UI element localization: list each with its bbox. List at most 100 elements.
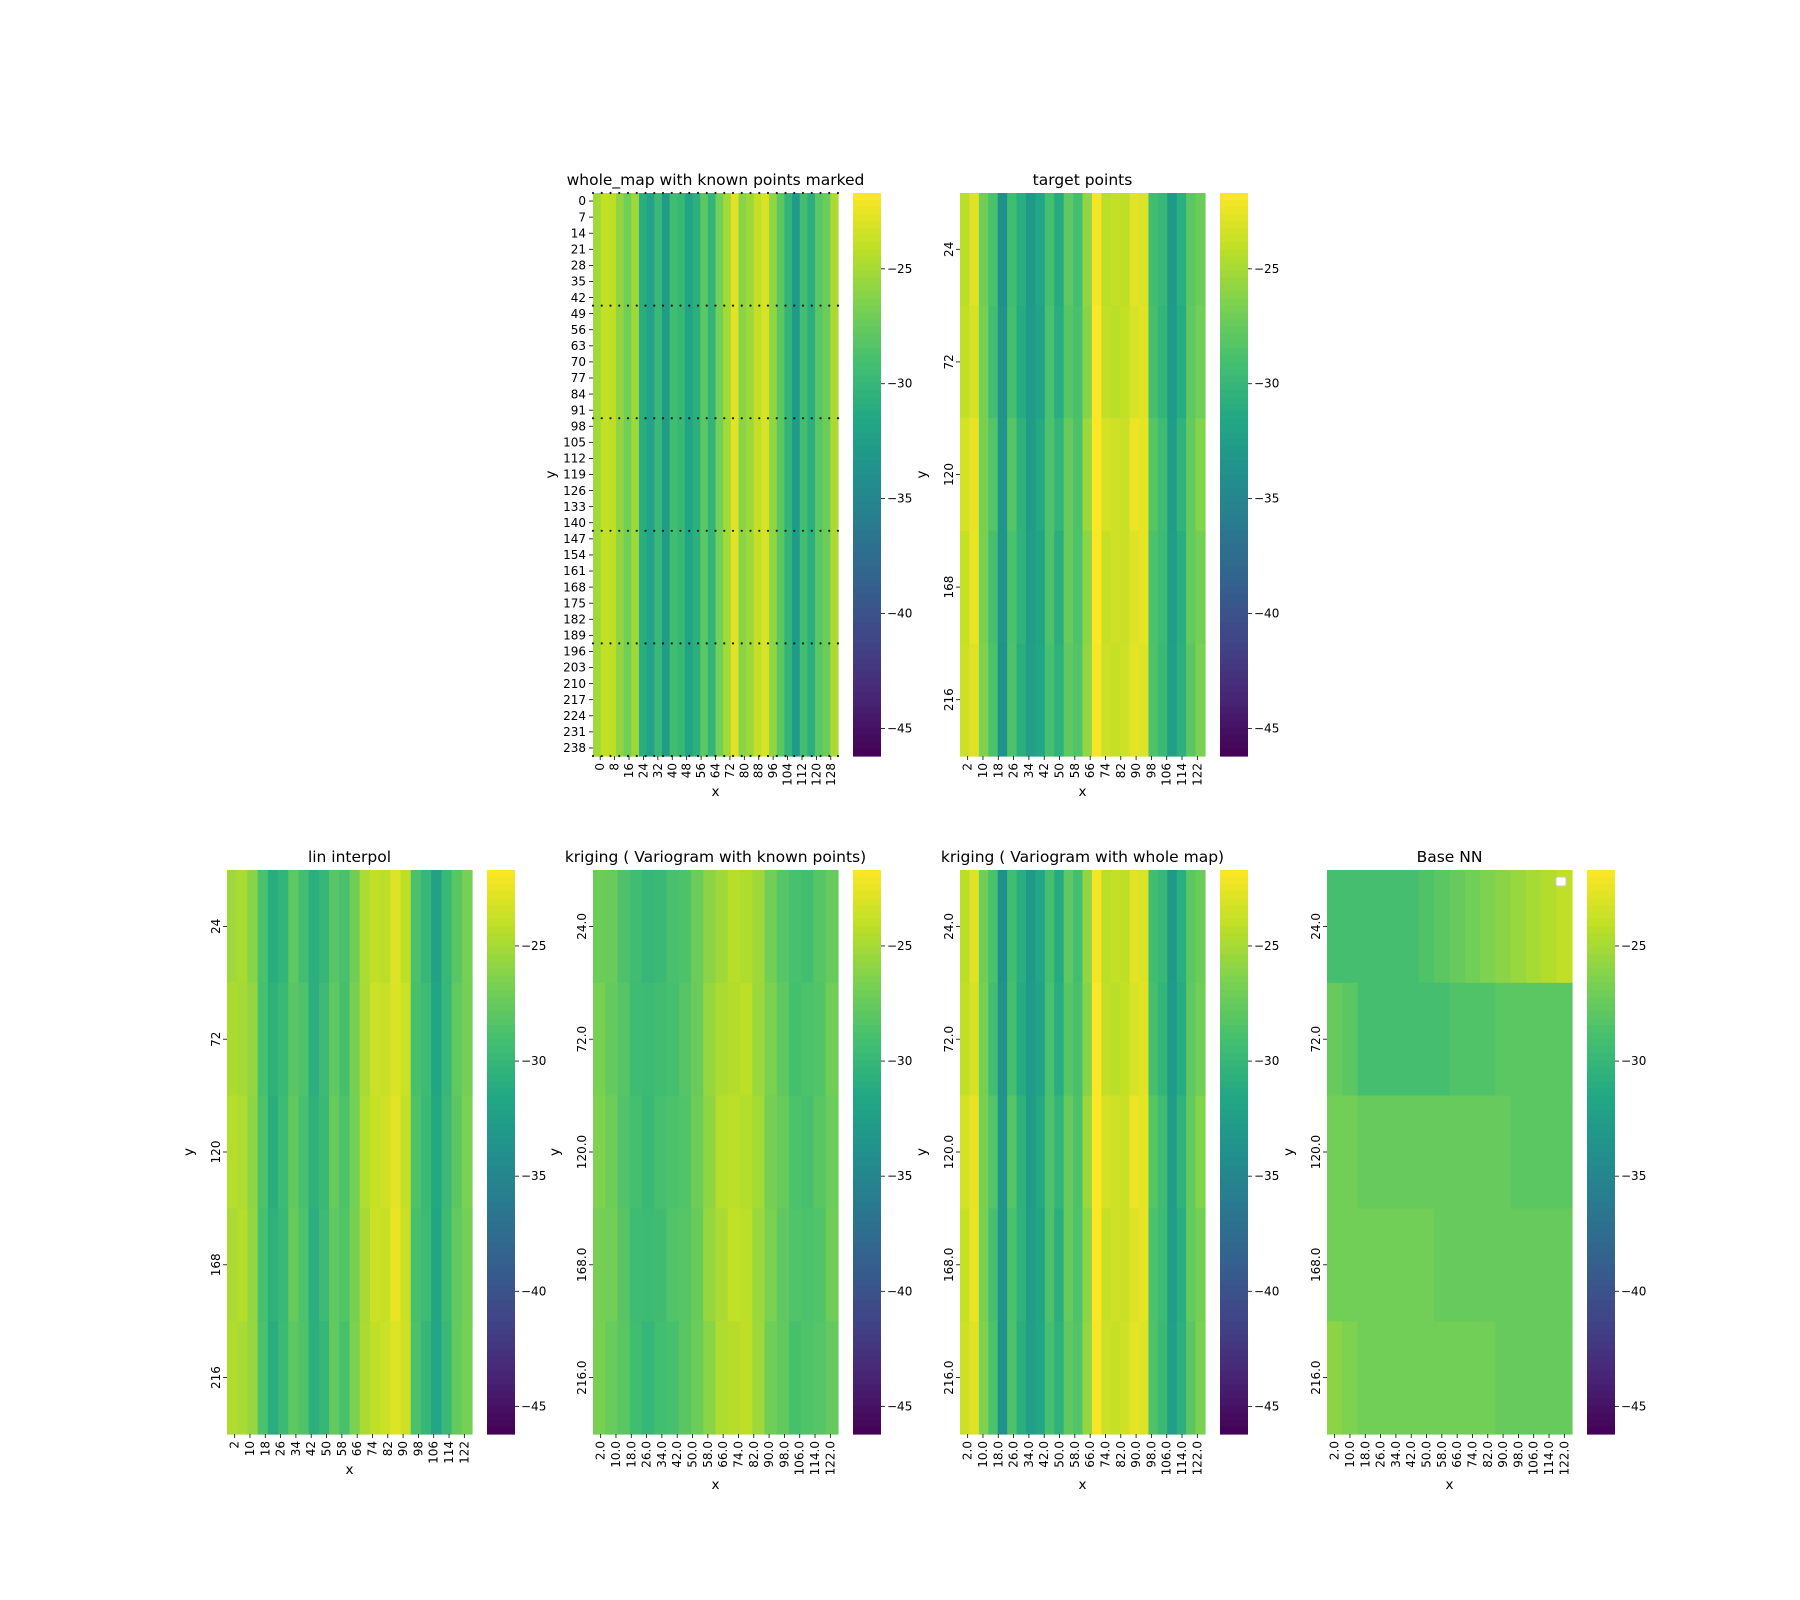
heatmap-cell [1130,870,1140,983]
heatmap-cell [593,193,601,757]
known-point-marker [618,755,620,757]
x-tick-label: 26 [1007,763,1021,778]
heatmap-cell [1480,1208,1496,1321]
colorbar-band [1220,1230,1248,1238]
known-point-marker [618,642,620,644]
x-tick-label: 82 [381,1441,395,1456]
colorbar-band [1587,1265,1615,1273]
colorbar-band [1220,1321,1248,1329]
heatmap-cell [360,1208,371,1321]
colorbar-band [1587,1053,1615,1061]
heatmap-cell [1358,983,1374,1096]
colorbar-band [853,496,881,504]
heatmap-cell [1120,306,1130,419]
heatmap-cell [740,1321,753,1434]
heatmap-cell [789,1096,802,1209]
x-axis-label: x [1446,1477,1454,1493]
heatmap-cell [288,1096,299,1209]
heatmap-cell [1120,870,1130,983]
known-point-marker [592,642,594,644]
heatmap-cell [693,193,701,757]
heatmap-cell [247,983,258,1096]
heatmap-cell [1017,870,1027,983]
colorbar-5: −25−30−35−40−45 [1587,870,1646,1435]
colorbar-tick-label: −45 [1254,721,1279,735]
heatmap-cell [390,1208,401,1321]
heatmap-cell [237,1096,248,1209]
colorbar-tick-label: −40 [887,607,912,621]
known-point-marker [653,642,655,644]
x-tick-labels: 2 10 18 26 34 42 50 58 66 74 82 90 98 106 114 122 [228,1434,472,1464]
heatmap-cell [691,1321,704,1434]
heatmap-cell [777,870,790,983]
x-tick-label: 122.0 [1190,1441,1204,1475]
colorbar-band [1220,1279,1248,1287]
heatmap-cell [605,983,618,1096]
heatmap-cell [1045,193,1055,306]
known-point-marker [828,417,830,419]
heatmap-cell [1148,418,1158,531]
known-point-marker [758,417,760,419]
heatmap-cell [1495,1321,1511,1434]
heatmap-cell [237,870,248,983]
colorbar-band [853,1392,881,1400]
heatmap-cell [630,983,643,1096]
known-point-marker [653,530,655,532]
heatmap-cell [1327,1096,1343,1209]
colorbar-band [1220,714,1248,722]
y-tick-label: 168 [209,1253,223,1276]
x-tick-label: 18 [991,763,1005,778]
heatmap-cell [1139,1321,1149,1434]
y-tick-labels: 24.072.0120.0168.0216.0 [942,913,960,1395]
heatmap-cell [1186,983,1196,1096]
colorbar-band [1220,397,1248,405]
colorbar-band [853,1286,881,1294]
heatmap-cell [703,1096,716,1209]
colorbar-band [853,962,881,970]
colorbar-band [853,615,881,623]
x-tick-label: 114.0 [808,1441,822,1475]
heatmap-cell [814,983,827,1096]
colorbar-tick-label: −35 [1621,1169,1646,1183]
y-tick-label: 168.0 [1309,1248,1323,1282]
colorbar-band [487,1025,515,1033]
heatmap-cell [1073,983,1083,1096]
heatmap-cell [1148,1096,1158,1209]
colorbar-band [853,1004,881,1012]
heatmap-cell [1358,1208,1374,1321]
colorbar-band [853,292,881,300]
colorbar-band [853,1335,881,1343]
colorbar-band [853,1124,881,1132]
heatmap-cell [1035,983,1045,1096]
heatmap-cell [1158,1096,1168,1209]
colorbar-4: −25−30−35−40−45 [1220,870,1279,1435]
colorbar-band [487,955,515,963]
heatmap-cell [703,1208,716,1321]
colorbar-band [1220,657,1248,665]
heatmap-cell [979,306,989,419]
heatmap-cell [278,870,289,983]
colorbar-band [1220,1018,1248,1026]
colorbar-band [1587,1293,1615,1301]
colorbar-band [1220,1046,1248,1054]
known-point-marker [741,642,743,644]
colorbar-band [853,693,881,701]
heatmap-cell [738,193,746,757]
known-point-marker [627,417,629,419]
known-point-marker [601,530,603,532]
y-tick-label: 21 [571,243,586,257]
heatmap-cell [998,643,1008,756]
colorbar-band [1220,334,1248,342]
heatmap-cell [401,870,412,983]
colorbar-band [1220,1180,1248,1188]
heatmap-cell [826,1096,839,1209]
colorbar-band [853,1032,881,1040]
heatmap-cell [1007,1321,1017,1434]
known-point-marker [636,642,638,644]
colorbar-tick-label: −35 [1254,492,1279,506]
colorbar-band [1587,1096,1615,1104]
colorbar-band [487,926,515,934]
colorbar-band [1587,1180,1615,1188]
x-tick-label: 10 [976,763,990,778]
colorbar-band [853,657,881,665]
